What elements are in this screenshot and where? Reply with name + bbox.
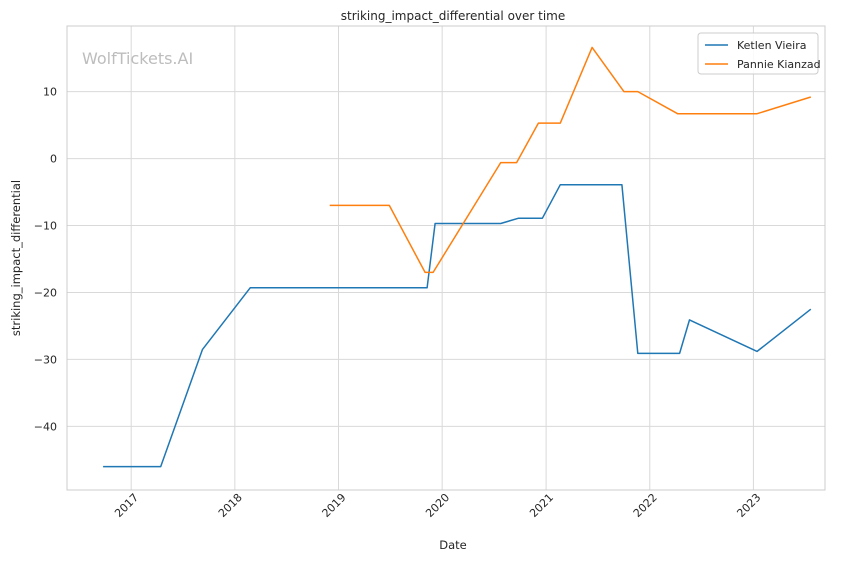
legend-label-pannie-kianzad: Pannie Kianzad (737, 58, 821, 71)
y-tick-label: 10 (43, 86, 57, 99)
x-ticks: 2017 2018 2019 2020 2021 2022 2023 (112, 491, 763, 520)
series-layer (103, 46, 812, 468)
plot-frame (66, 25, 826, 491)
grid (67, 26, 825, 490)
series-line-pannie-kianzad (329, 46, 812, 274)
x-tick-label: 2017 (112, 491, 141, 520)
x-tick-label: 2020 (423, 491, 452, 520)
y-tick-label: −10 (34, 220, 57, 233)
y-tick-label: −20 (34, 286, 57, 299)
watermark: WolfTickets.AI (82, 49, 193, 68)
legend: Ketlen Vieira Pannie Kianzad (697, 32, 821, 75)
x-tick-label: 2019 (320, 491, 349, 520)
y-axis-title: striking_impact_differential (9, 180, 23, 336)
y-ticks: 10 0 −10 −20 −30 −40 (34, 86, 57, 434)
y-tick-label: −30 (34, 353, 57, 366)
chart-title: striking_impact_differential over time (341, 9, 566, 23)
legend-label-ketlen-vieira: Ketlen Vieira (737, 39, 806, 52)
x-tick-label: 2021 (527, 491, 556, 520)
y-tick-label: −40 (34, 420, 57, 433)
y-tick-label: 0 (50, 153, 57, 166)
x-tick-label: 2022 (631, 491, 660, 520)
x-axis-title: Date (439, 538, 467, 552)
series-line-ketlen-vieira (103, 183, 812, 468)
x-tick-label: 2023 (734, 491, 763, 520)
x-tick-label: 2018 (216, 491, 245, 520)
